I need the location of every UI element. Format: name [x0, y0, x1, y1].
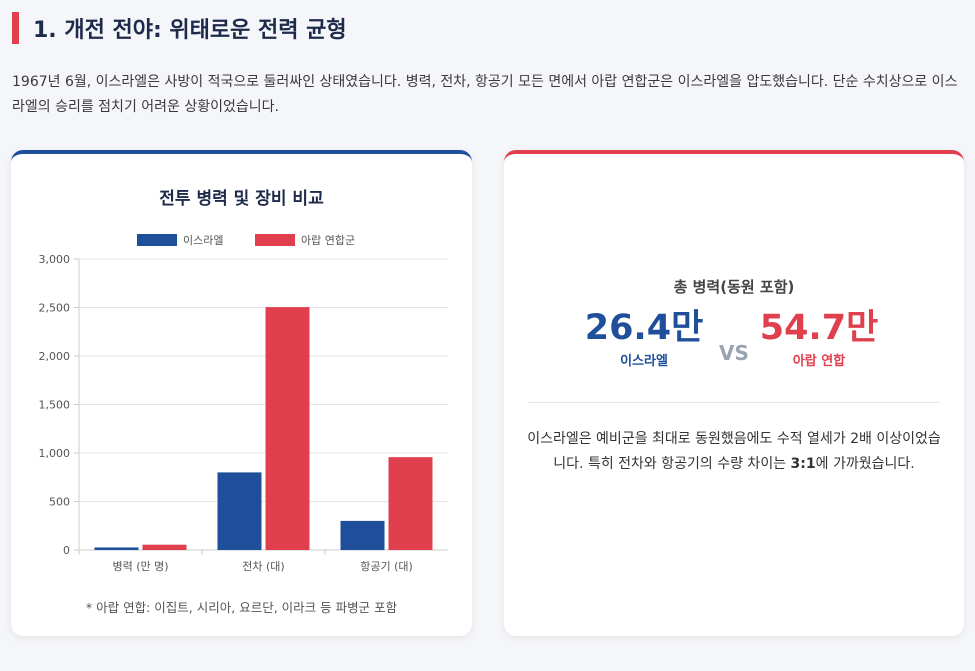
section-title: 1. 개전 전야: 위태로운 전력 균형 — [33, 18, 347, 43]
stats-card: 총 병력(동원 포함) 26.4만 이스라엘 VS 54.7만 아랍 연합 이스… — [504, 150, 964, 636]
x-tick-label: 전차 (대) — [242, 560, 284, 573]
chart-title: 전투 병력 및 장비 비교 — [159, 189, 324, 209]
y-tick-label: 1,000 — [39, 447, 71, 460]
section-accent-bar — [12, 12, 19, 44]
legend-swatch-israel — [137, 234, 177, 246]
bar-israel — [340, 520, 385, 550]
bar-israel — [94, 547, 139, 550]
bar-arab — [142, 544, 187, 550]
chart-footnote: * 아랍 연합: 이집트, 시리아, 요르단, 이라크 등 파병군 포함 — [85, 600, 398, 615]
x-tick-label: 항공기 (대) — [360, 560, 413, 573]
bar-arab — [388, 457, 433, 550]
chart-card: 전투 병력 및 장비 비교 0 500 1,000 1,500 2,000 2,500 3,… — [11, 150, 472, 636]
vs-label: VS — [719, 341, 749, 365]
section-header: 1. 개전 전야: 위태로운 전력 균형 — [12, 12, 347, 44]
y-tick-label: 1,500 — [39, 399, 71, 412]
israel-total-name: 이스라엘 — [620, 354, 668, 369]
bar-chart: 0 500 1,000 1,500 2,000 2,500 3,000 병력 (만 명) 전차 … — [39, 234, 448, 573]
y-tick-label: 2,500 — [39, 302, 71, 315]
total-forces-label: 총 병력(동원 포함) — [673, 278, 795, 296]
bar-israel — [217, 472, 262, 550]
desc-text-before: 이스라엘은 예비군을 최대로 동원했음에도 수적 열세가 2배 이상이었습니다.… — [527, 431, 941, 472]
stats-description: 이스라엘은 예비군을 최대로 동원했음에도 수적 열세가 2배 이상이었습니다.… — [524, 427, 944, 477]
y-tick-label: 3,000 — [39, 253, 71, 266]
y-tick-label: 500 — [49, 496, 70, 509]
legend-label-israel: 이스라엘 — [183, 234, 223, 247]
y-tick-label: 2,000 — [39, 350, 71, 363]
arab-stat: 54.7만 아랍 연합 — [754, 304, 884, 369]
arab-total-name: 아랍 연합 — [792, 354, 846, 369]
israel-total-value: 26.4만 — [584, 308, 704, 348]
desc-text-after: 에 가까웠습니다. — [815, 456, 915, 472]
legend-swatch-arab — [255, 234, 295, 246]
stats-divider — [528, 402, 940, 403]
desc-ratio: 3:1 — [790, 456, 816, 472]
bar-arab — [265, 307, 310, 550]
y-tick-label: 0 — [63, 544, 70, 557]
israel-stat: 26.4만 이스라엘 — [579, 304, 709, 369]
intro-paragraph: 1967년 6월, 이스라엘은 사방이 적국으로 둘러싸인 상태였습니다. 병력… — [12, 74, 958, 115]
arab-total-value: 54.7만 — [759, 308, 879, 348]
legend-label-arab: 아랍 연합군 — [301, 234, 355, 247]
x-tick-label: 병력 (만 명) — [112, 560, 168, 573]
